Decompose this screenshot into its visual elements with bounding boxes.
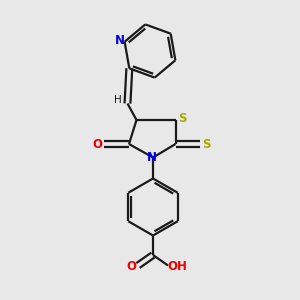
Text: N: N <box>115 34 124 47</box>
Text: O: O <box>126 260 136 274</box>
Text: O: O <box>92 137 102 151</box>
Text: N: N <box>146 151 157 164</box>
Text: H: H <box>114 95 122 105</box>
Text: OH: OH <box>167 260 187 274</box>
Text: S: S <box>178 112 186 125</box>
Text: S: S <box>202 137 210 151</box>
